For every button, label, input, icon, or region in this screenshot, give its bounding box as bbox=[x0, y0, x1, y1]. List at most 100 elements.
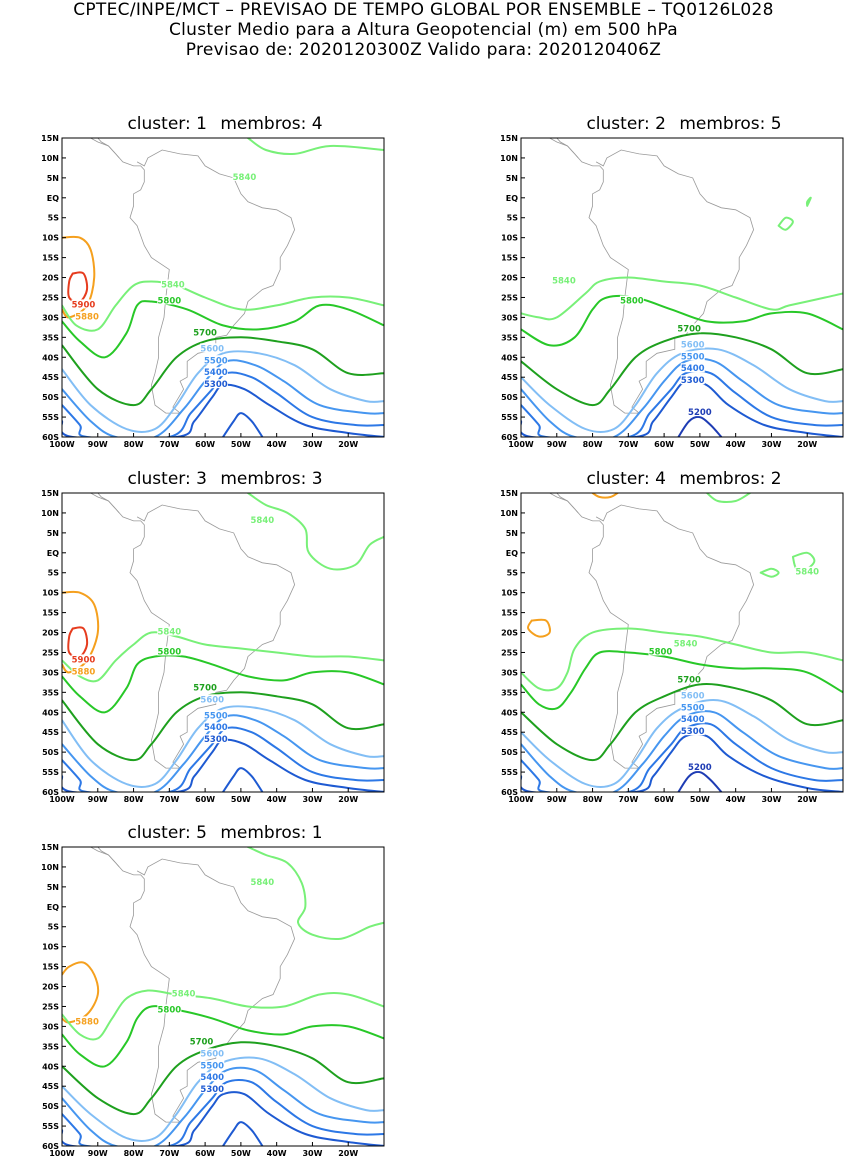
contour-label-bg bbox=[687, 407, 712, 417]
lon-tick-label: 40W bbox=[726, 440, 746, 449]
lat-tick-label: 50S bbox=[501, 393, 518, 402]
lon-tick-label: 70W bbox=[618, 795, 638, 804]
lon-tick-label: 20W bbox=[338, 1149, 358, 1158]
contour-label-5600: 5600 bbox=[200, 695, 224, 705]
contour-label-bg bbox=[203, 379, 228, 389]
lat-tick-label: 10N bbox=[500, 509, 518, 518]
lat-tick-label: 20S bbox=[501, 629, 518, 638]
contour-label-bg bbox=[250, 876, 275, 886]
lat-tick-label: 10N bbox=[500, 154, 518, 163]
contour-label-bg bbox=[200, 1072, 225, 1082]
coastline-central-america bbox=[90, 493, 120, 514]
lat-tick-label: 5N bbox=[47, 174, 59, 183]
contour-label-bg bbox=[795, 566, 820, 576]
panel-members-label: membros: 1 bbox=[220, 823, 323, 843]
lon-tick-label: 100W bbox=[508, 440, 534, 449]
lon-tick-label: 20W bbox=[338, 795, 358, 804]
lat-tick-label: 40S bbox=[42, 708, 59, 717]
lat-tick-label: 10S bbox=[501, 234, 518, 243]
lat-tick-label: 5S bbox=[48, 214, 60, 223]
panel-members-label: membros: 2 bbox=[679, 469, 782, 489]
contour-label-5840: 5840 bbox=[233, 173, 257, 183]
lon-tick-label: 100W bbox=[508, 795, 534, 804]
header-title-line-3: Previsao de: 2020120300Z Valido para: 20… bbox=[185, 40, 662, 60]
lon-tick-label: 100W bbox=[49, 795, 75, 804]
contour-5840 bbox=[62, 989, 384, 1041]
contour-5500 bbox=[521, 710, 843, 792]
coastline bbox=[556, 493, 755, 769]
contour-5300 bbox=[521, 732, 843, 792]
lon-tick-label: 50W bbox=[690, 795, 710, 804]
lat-tick-label: 15N bbox=[500, 489, 518, 498]
panel-members-label: membros: 5 bbox=[679, 114, 782, 134]
lat-tick-label: 10S bbox=[501, 589, 518, 598]
contour-5300 bbox=[222, 1121, 264, 1146]
cluster-panel-1: cluster: 1 membros: 4 5840 5880 5900 5840 58… bbox=[4, 114, 404, 454]
plot-frame bbox=[61, 846, 385, 1147]
contour-label-bg bbox=[160, 279, 185, 289]
lat-tick-label: 30S bbox=[501, 668, 518, 677]
lat-tick-label: 45S bbox=[501, 373, 518, 382]
contour-5300 bbox=[222, 412, 264, 437]
lat-tick-label: 15N bbox=[41, 134, 59, 143]
lat-tick-label: 30S bbox=[42, 668, 59, 677]
lon-tick-label: 40W bbox=[267, 1149, 287, 1158]
contour-5600 bbox=[62, 1056, 384, 1142]
panel-cluster-label: cluster: 1 bbox=[127, 114, 207, 134]
lat-tick-label: 25S bbox=[42, 1002, 59, 1011]
lat-tick-label: 20S bbox=[42, 983, 59, 992]
lat-tick-label: 55S bbox=[501, 768, 518, 777]
lat-tick-label: 40S bbox=[501, 708, 518, 717]
contour-label-bg bbox=[189, 1036, 214, 1046]
lon-tick-label: 50W bbox=[231, 1149, 251, 1158]
lat-tick-label: 15N bbox=[41, 843, 59, 852]
contour-label-bg bbox=[680, 363, 705, 373]
lat-tick-label: 10N bbox=[41, 863, 59, 872]
contour-label-5400: 5400 bbox=[681, 715, 705, 725]
contour-label-bg bbox=[680, 351, 705, 361]
lat-tick-label: 35S bbox=[42, 333, 59, 342]
contour-5900 bbox=[67, 626, 89, 658]
contour-label-5700: 5700 bbox=[677, 324, 701, 334]
contour-label-bg bbox=[71, 299, 96, 309]
contour-label-bg bbox=[157, 646, 182, 656]
contour-5800 bbox=[62, 654, 384, 714]
lon-tick-label: 30W bbox=[302, 1149, 322, 1158]
contour-label-5300: 5300 bbox=[204, 380, 228, 390]
contour-5300 bbox=[222, 767, 264, 792]
lat-tick-label: 45S bbox=[501, 728, 518, 737]
lon-tick-label: 60W bbox=[654, 440, 674, 449]
contour-label-bg bbox=[680, 375, 705, 385]
lat-tick-label: 55S bbox=[42, 768, 59, 777]
lat-tick-label: EQ bbox=[47, 903, 59, 912]
contour-label-5900: 5900 bbox=[72, 300, 96, 310]
contour-map: 5840 5880 5900 5840 5800 5700 5600 5500 5400 5300… bbox=[41, 489, 385, 804]
lat-tick-label: 10N bbox=[41, 154, 59, 163]
lat-tick-label: 50S bbox=[501, 748, 518, 757]
lon-tick-label: 30W bbox=[761, 440, 781, 449]
contour-label-bg bbox=[75, 311, 100, 321]
contour-label-bg bbox=[232, 171, 257, 181]
contour-5840 bbox=[521, 627, 843, 692]
contour-label-5400: 5400 bbox=[200, 1073, 224, 1083]
contour-label-bg bbox=[193, 327, 218, 337]
lat-tick-label: 40S bbox=[42, 1062, 59, 1071]
contour-label-bg bbox=[200, 343, 225, 353]
lat-tick-label: 15S bbox=[42, 963, 59, 972]
contour-label-bg bbox=[677, 323, 702, 333]
lon-tick-label: 90W bbox=[547, 795, 567, 804]
contour-label-5800: 5800 bbox=[157, 296, 181, 306]
contour-label-5840: 5840 bbox=[674, 639, 698, 649]
contour-label-bg bbox=[203, 722, 228, 732]
contour-5880 bbox=[62, 961, 100, 1024]
contour-label-5900: 5900 bbox=[72, 655, 96, 665]
lat-tick-label: 10S bbox=[42, 589, 59, 598]
contour-label-bg bbox=[677, 674, 702, 684]
lon-tick-label: 80W bbox=[124, 795, 144, 804]
lon-tick-label: 70W bbox=[159, 1149, 179, 1158]
lon-tick-label: 40W bbox=[267, 440, 287, 449]
lat-tick-label: 10S bbox=[42, 234, 59, 243]
contour-label-bg bbox=[680, 702, 705, 712]
lon-tick-label: 20W bbox=[797, 795, 817, 804]
lat-tick-label: 10N bbox=[41, 509, 59, 518]
